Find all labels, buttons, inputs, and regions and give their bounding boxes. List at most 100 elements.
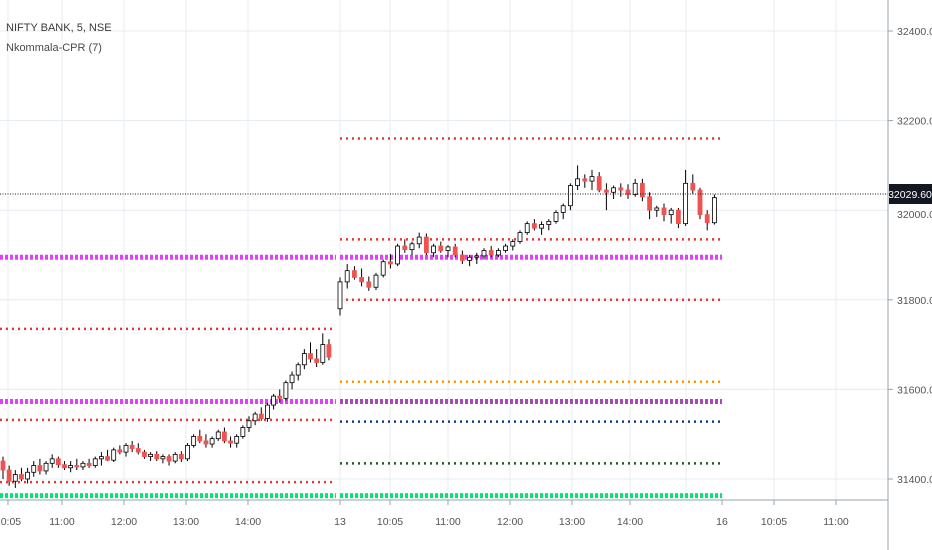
candle-body [611,187,616,193]
candle-body [423,236,429,254]
candle-body [92,458,98,466]
candle-body [234,436,240,444]
candle-body [308,353,313,360]
candle [283,380,289,401]
y-tick-label: 32400.00 [897,26,932,38]
candle [301,349,307,370]
candle-body [166,456,172,462]
candle-body [105,456,110,461]
candle [135,443,141,455]
candle [337,277,343,316]
x-tick-label: 13:00 [559,516,585,528]
candle [43,461,49,475]
last-price-text: 32029.60 [888,189,932,201]
candle-body [283,382,289,399]
candle-body [228,440,233,444]
candle [517,230,523,244]
candle [618,183,624,197]
x-tick-label: 12:00 [497,516,523,528]
candle-body [117,449,123,453]
candle [459,250,465,264]
y-tick-label-hidden: 32000.00 [897,209,932,221]
candle [351,266,357,280]
candle-body [712,197,717,224]
candle-body [481,250,487,257]
candle-body [277,395,283,399]
candle [712,194,717,225]
candle [596,172,602,193]
candle-body [258,413,264,419]
candle-body [697,189,703,216]
candle-body [129,444,135,449]
candle [575,165,580,191]
candle [488,246,494,258]
candle [129,440,135,453]
candle-body [209,438,215,445]
candle [154,451,160,462]
x-tick-label: 14:00 [235,516,261,528]
candle-body [37,465,43,472]
candle [326,339,332,361]
y-axis-labels: 32400.00 32200.00 31800.00 31600.00 31400.00… [888,26,932,486]
candle-body [320,344,326,363]
candle [55,456,61,468]
candle [452,243,458,258]
candle-body [265,404,270,419]
candle [647,192,652,220]
x-tick-label: 16 [716,516,728,528]
candle [92,456,98,468]
candle [80,461,86,471]
indicator-title[interactable]: Nkommala-CPR (7) [6,42,102,54]
candle-body [55,458,61,466]
candle [203,434,209,448]
candle-body [690,182,696,191]
candle-body [203,440,209,445]
candle-body [351,270,357,278]
candle-body [359,276,365,283]
candle [0,456,6,479]
candle [539,221,544,235]
candle-body [240,427,246,437]
candle [62,461,67,471]
candle [481,248,487,260]
candle-body [431,245,437,254]
symbol-title[interactable]: NIFTY BANK, 5, NSE [6,22,112,34]
candle-body [387,261,393,265]
candle [234,434,240,448]
candle [258,407,264,421]
candle [271,393,277,410]
candle-body [172,453,178,462]
candle-body [683,182,688,225]
candle [387,254,393,269]
candle-body [301,353,307,366]
candle-body [314,358,320,363]
x-tick-label: 10:05 [377,516,403,528]
chart-grid [0,0,888,500]
candle [690,174,696,195]
candle-body [86,462,92,466]
candle [68,461,74,473]
x-tick-label: 13:00 [173,516,199,528]
candle [683,169,688,226]
candle [474,252,480,264]
x-tick-label: 12:00 [111,516,137,528]
candle [402,239,408,253]
x-tick-label: 10:05 [0,516,21,528]
candle [438,241,444,253]
candle-body [467,256,473,261]
candle-body [546,220,552,225]
candle-body [676,209,681,225]
candle [240,425,246,439]
candle [197,429,203,444]
last-price-tag: 32029.60 [888,184,932,204]
candle-body [123,444,129,453]
candle [431,243,437,258]
candle [111,447,117,462]
candle [676,207,681,229]
candle-body [178,453,184,460]
candle-body [445,246,451,251]
candle [532,219,537,231]
candle [209,436,215,448]
candle [252,411,258,426]
